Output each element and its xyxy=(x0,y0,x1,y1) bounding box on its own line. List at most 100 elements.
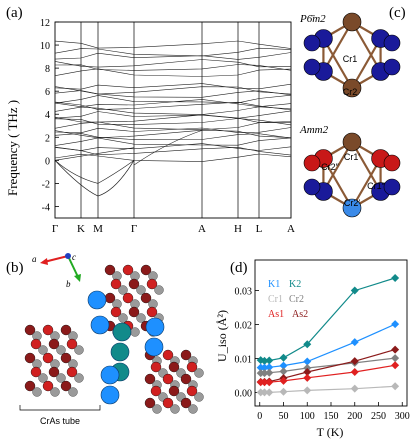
phonon-band xyxy=(54,59,292,68)
cr-atom xyxy=(68,387,78,397)
phonon-band xyxy=(54,47,292,57)
as-atom xyxy=(60,352,72,364)
cr-cr-bond xyxy=(351,37,382,89)
as-atom xyxy=(180,349,192,361)
cr-atom xyxy=(383,34,401,52)
cr-cr-bond xyxy=(322,157,353,209)
data-point-as1 xyxy=(279,376,288,385)
data-point-cr1 xyxy=(350,384,359,393)
data-point-k2 xyxy=(265,356,274,365)
panel-label-d: (d) xyxy=(230,260,248,276)
phonon-band xyxy=(54,106,292,115)
k-atom xyxy=(87,290,107,310)
panel-label-b: (b) xyxy=(6,260,24,276)
ring-p6m2 xyxy=(303,12,401,98)
data-point-as1 xyxy=(265,378,274,387)
phonon-band xyxy=(54,94,292,104)
phonon-band xyxy=(54,52,292,60)
cr-atom xyxy=(56,373,66,383)
x-tick-label: 0 xyxy=(257,411,262,422)
phonon-band xyxy=(54,118,292,126)
as-atom xyxy=(30,338,42,350)
x-tick-label: 200 xyxy=(347,411,362,422)
data-point-k1 xyxy=(391,320,400,329)
data-point-as2 xyxy=(391,345,400,354)
as-atom xyxy=(162,349,174,361)
acoustic-band xyxy=(54,147,135,161)
cr-atom xyxy=(303,58,321,76)
k-atom xyxy=(90,315,110,335)
y-tick-label: 4 xyxy=(45,110,50,121)
phonon-band xyxy=(54,121,292,131)
legend-cr2: Cr2 xyxy=(289,294,304,305)
cr-atom xyxy=(383,178,401,196)
k-atom xyxy=(144,337,164,357)
panel-label-a: (a) xyxy=(6,5,23,21)
as-atom xyxy=(60,324,72,336)
as-atom xyxy=(128,306,140,318)
x-tick-label: K xyxy=(77,223,85,235)
cr-atom xyxy=(383,154,401,172)
as-atom xyxy=(66,338,78,350)
label-cr1-prime: Cr1′ xyxy=(344,152,361,162)
as-atom xyxy=(24,380,36,392)
as-atom xyxy=(122,292,134,304)
legend-cr1: Cr1 xyxy=(268,294,283,305)
data-point-cr1 xyxy=(391,382,400,391)
data-point-as2 xyxy=(350,357,359,366)
cr-cr-bond xyxy=(351,21,382,73)
as-atom xyxy=(144,397,156,409)
y-tick-label: -2 xyxy=(42,179,50,190)
cr-atom xyxy=(74,373,84,383)
label-cr1-doubleprime: Cr1″ xyxy=(367,181,386,191)
cr-atom xyxy=(342,12,362,32)
phonon-band xyxy=(54,64,292,71)
as-atom xyxy=(140,292,152,304)
panel-d-xlabel: T (K) xyxy=(317,425,344,439)
cr-atom xyxy=(154,285,164,295)
x-tick-label: Γ xyxy=(52,223,58,235)
data-point-cr1 xyxy=(279,387,288,396)
data-point-cr1 xyxy=(303,386,312,395)
label-cr2: Cr2 xyxy=(343,87,358,97)
data-point-k1 xyxy=(260,363,269,372)
as-atom xyxy=(168,385,180,397)
acoustic-band xyxy=(133,130,203,166)
data-point-cr1 xyxy=(265,388,274,397)
phonon-band xyxy=(54,133,292,140)
data-point-k2 xyxy=(303,340,312,349)
phonon-band xyxy=(54,127,292,134)
cr-atom xyxy=(136,313,146,323)
axis-a-label: a xyxy=(32,254,37,264)
as-atom xyxy=(48,366,60,378)
cr-cr-bond xyxy=(351,157,382,209)
data-point-k2 xyxy=(260,356,269,365)
cr-atom xyxy=(342,78,362,98)
ring-amm2 xyxy=(303,132,401,218)
cr-atom xyxy=(303,178,321,196)
data-point-k1 xyxy=(350,338,359,347)
data-point-cr1 xyxy=(260,388,269,397)
x-tick-label: M xyxy=(93,223,103,235)
data-point-as1 xyxy=(391,361,400,370)
phonon-band xyxy=(54,110,292,119)
soft-mode-band xyxy=(54,160,135,197)
k-atom xyxy=(112,322,132,342)
cr-cr-bond xyxy=(322,141,353,193)
data-point-k2 xyxy=(391,273,400,282)
cr-cr-bond xyxy=(322,21,353,73)
cr-cr-bond xyxy=(351,141,382,193)
space-group-amm2: Amm2 xyxy=(299,124,329,136)
x-tick-label: A xyxy=(287,223,295,235)
y-tick-label: 6 xyxy=(45,87,50,98)
as-atom xyxy=(150,385,162,397)
soft-mode-band xyxy=(54,160,135,184)
as-atom xyxy=(60,380,72,392)
k-atom xyxy=(100,385,120,405)
x-tick-label: 100 xyxy=(300,411,315,422)
cr-atom xyxy=(136,285,146,295)
axis-c-label: c xyxy=(72,252,76,262)
cr-atom xyxy=(303,34,321,52)
axes-triad xyxy=(40,253,81,282)
